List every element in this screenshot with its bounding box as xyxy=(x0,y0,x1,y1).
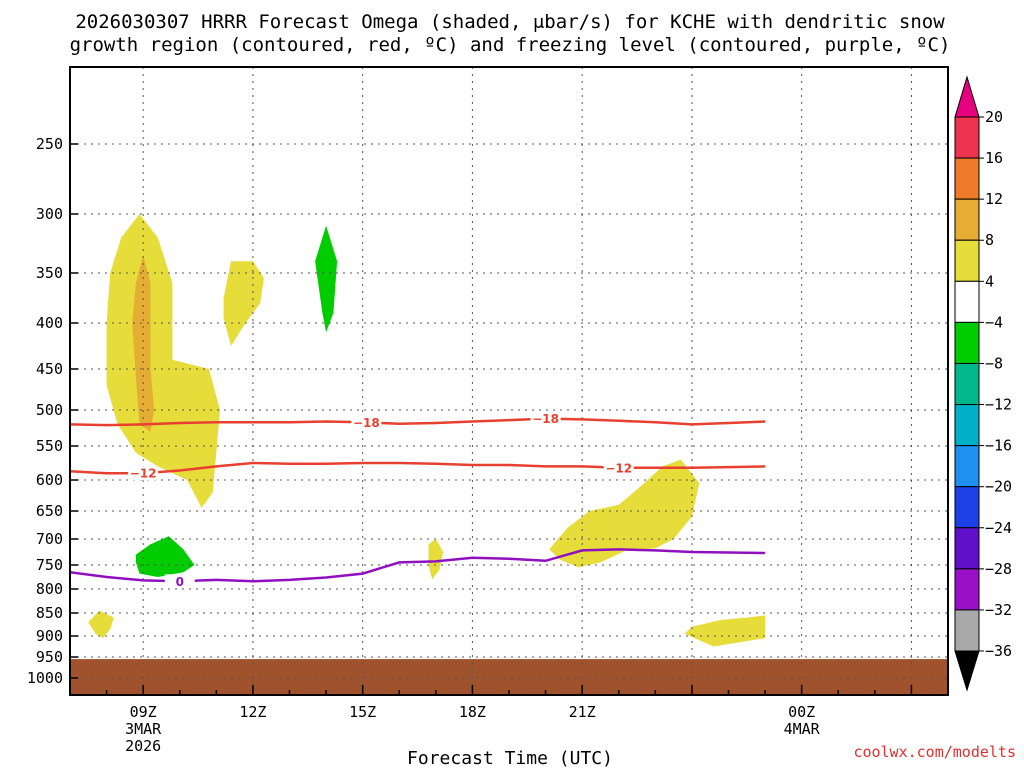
contour-label-bg xyxy=(530,411,561,426)
contour-label-bg xyxy=(164,574,195,589)
x-axis-label: Forecast Time (UTC) xyxy=(407,748,613,768)
contour-label-2-1: −12 xyxy=(130,467,157,481)
x-tick-label-1-3: 2026 xyxy=(125,737,161,755)
omega-region-7 xyxy=(428,539,444,580)
colorbar-label-11: −24 xyxy=(985,519,1012,537)
y-tick-label-350: 350 xyxy=(36,264,63,282)
y-tick-label-300: 300 xyxy=(36,205,63,223)
x-tick-label-4-1: 18Z xyxy=(459,703,486,721)
y-tick-label-250: 250 xyxy=(36,135,63,153)
colorbar-label-14: −36 xyxy=(985,642,1012,660)
contour-label-bg xyxy=(128,466,159,481)
chart-title-line-2: growth region (contoured, red, ºC) and f… xyxy=(70,34,951,56)
colorbar-top-arrow xyxy=(954,75,980,118)
omega-region-3 xyxy=(223,261,264,346)
chart-title-line-1: 2026030307 HRRR Forecast Omega (shaded, … xyxy=(75,11,945,33)
contour-label-bg xyxy=(351,415,382,430)
omega-region-1 xyxy=(106,214,220,508)
contour-label-1-1: −18 xyxy=(353,416,380,430)
colorbar-label-12: −28 xyxy=(985,560,1012,578)
x-tick-label-3-1: 15Z xyxy=(349,703,376,721)
colorbar-swatch-8 xyxy=(954,404,980,447)
colorbar-label-10: −20 xyxy=(985,478,1012,496)
colorbar-swatch-6 xyxy=(954,321,980,364)
y-tick-label-600: 600 xyxy=(36,471,63,489)
plot-content: −18 −18 −12 −12 0 xyxy=(70,67,948,695)
y-tick-label-1000: 1000 xyxy=(27,669,63,687)
colorbar-swatch-12 xyxy=(954,568,980,611)
y-tick-label-550: 550 xyxy=(36,437,63,455)
colorbar-legend: 20 16 12 8 4 −4 −8 −12 −16 −20 −24 −28 −32 −36 xyxy=(954,75,1012,692)
omega-region-8 xyxy=(549,459,700,568)
ground-fill xyxy=(70,659,948,695)
y-tick-label-800: 800 xyxy=(36,580,63,598)
omega-region-4 xyxy=(315,225,338,333)
axes: 250 300 350 400 450 500 550 600 650 700 750 800 850 9… xyxy=(27,66,949,755)
contour-label-bg xyxy=(603,460,634,475)
colorbar-label-8: −12 xyxy=(985,396,1012,414)
colorbar-swatch-9 xyxy=(954,445,980,488)
colorbar-swatch-1 xyxy=(954,116,980,159)
y-tick-label-750: 750 xyxy=(36,556,63,574)
x-tick-label-2-1: 12Z xyxy=(239,703,266,721)
colorbar-swatch-5 xyxy=(954,280,980,323)
colorbar-swatch-10 xyxy=(954,486,980,529)
x-tick-label-1-1: 09Z xyxy=(130,703,157,721)
colorbar-swatch-3 xyxy=(954,198,980,241)
colorbar-swatch-7 xyxy=(954,362,980,406)
colorbar-bottom-arrow xyxy=(954,650,980,692)
colorbar-label-3: 12 xyxy=(985,190,1003,208)
y-tick-label-650: 650 xyxy=(36,502,63,520)
y-tick-label-700: 700 xyxy=(36,530,63,548)
x-tick-label-1-2: 3MAR xyxy=(125,720,162,738)
omega-region-2 xyxy=(132,255,155,432)
colorbar-swatch-13 xyxy=(954,609,980,652)
colorbar-label-4: 8 xyxy=(985,231,994,249)
contour-line-2 xyxy=(70,461,766,475)
contour-label-1-2: −18 xyxy=(532,412,559,426)
colorbar-swatch-2 xyxy=(954,157,980,200)
colorbar-label-13: −32 xyxy=(985,601,1012,619)
contour-label-2-2: −12 xyxy=(605,461,632,475)
y-tick-label-450: 450 xyxy=(36,360,63,378)
omega-region-6 xyxy=(88,610,114,639)
x-tick-label-6-1: 00Z xyxy=(788,703,815,721)
x-tick-label-6-2: 4MAR xyxy=(784,720,821,738)
colorbar-label-2: 16 xyxy=(985,149,1003,167)
contour-line-1 xyxy=(70,417,766,427)
omega-region-9 xyxy=(684,615,766,647)
omega-region-5 xyxy=(135,536,195,577)
colorbar-label-6: −4 xyxy=(985,313,1003,331)
x-tick-label-5-1: 21Z xyxy=(569,703,596,721)
y-tick-label-400: 400 xyxy=(36,314,63,332)
contour-label-3-1: 0 xyxy=(176,575,184,589)
colorbar-label-1: 20 xyxy=(985,108,1003,126)
source-credit: coolwx.com/modelts xyxy=(853,743,1016,761)
y-tick-label-900: 900 xyxy=(36,627,63,645)
colorbar-label-5: 4 xyxy=(985,272,994,290)
y-tick-label-850: 850 xyxy=(36,604,63,622)
colorbar-label-9: −16 xyxy=(985,437,1012,455)
colorbar-label-7: −8 xyxy=(985,354,1003,372)
colorbar-swatch-4 xyxy=(954,239,980,282)
y-tick-label-950: 950 xyxy=(36,648,63,666)
plot-area: −18 −18 −12 −12 0 xyxy=(70,67,948,695)
colorbar-swatch-11 xyxy=(954,527,980,570)
y-tick-label-500: 500 xyxy=(36,401,63,419)
